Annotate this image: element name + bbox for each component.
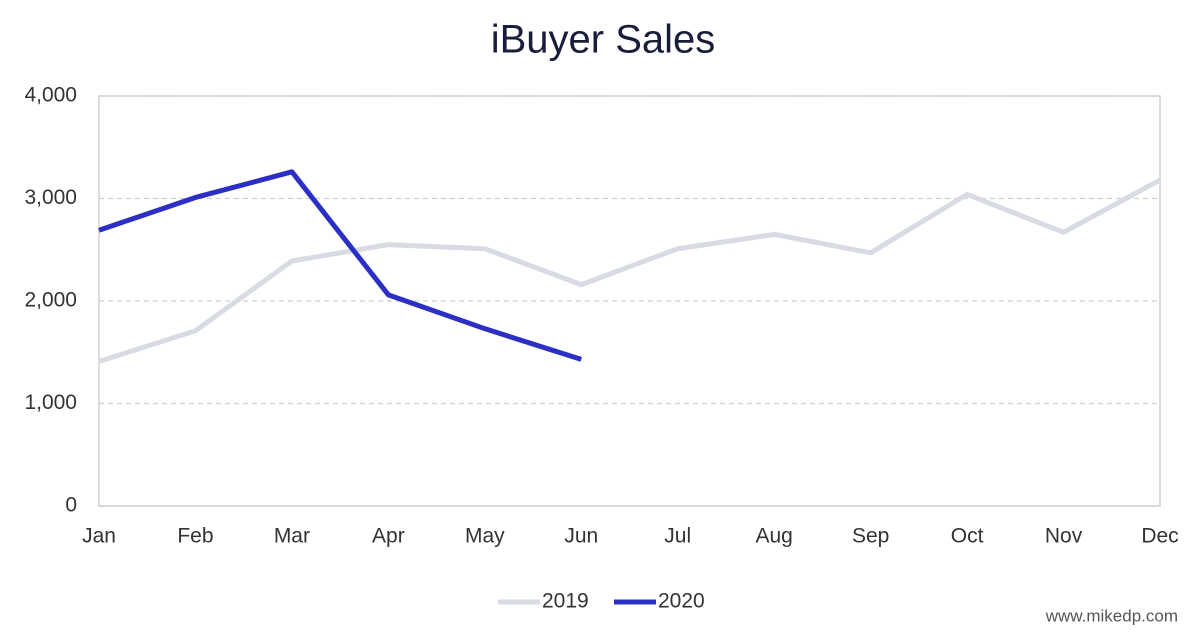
chart-title: iBuyer Sales: [491, 18, 716, 62]
x-tick-label: Jul: [664, 525, 691, 548]
x-tick-label: Sep: [852, 525, 889, 548]
x-tick-label: Aug: [755, 525, 792, 548]
legend-label: 2019: [542, 590, 589, 613]
y-tick-label: 0: [65, 494, 77, 517]
legend-label: 2020: [658, 590, 705, 613]
x-tick-label: Nov: [1045, 525, 1083, 548]
y-tick-label: 4,000: [24, 84, 77, 107]
x-tick-label: Dec: [1141, 525, 1178, 548]
x-tick-label: Apr: [372, 525, 405, 548]
x-tick-label: Mar: [274, 525, 310, 548]
watermark: www.mikedp.com: [1045, 606, 1178, 625]
y-tick-label: 3,000: [24, 186, 77, 209]
x-tick-label: Oct: [951, 525, 984, 548]
y-tick-label: 1,000: [24, 391, 77, 414]
line-series: [98, 177, 1162, 364]
y-tick-label: 2,000: [24, 289, 77, 312]
x-tick-label: Jan: [82, 525, 116, 548]
x-tick-label: Feb: [177, 525, 213, 548]
x-tick-label: May: [465, 525, 505, 548]
line-series: [98, 169, 583, 362]
x-tick-label: Jun: [564, 525, 598, 548]
